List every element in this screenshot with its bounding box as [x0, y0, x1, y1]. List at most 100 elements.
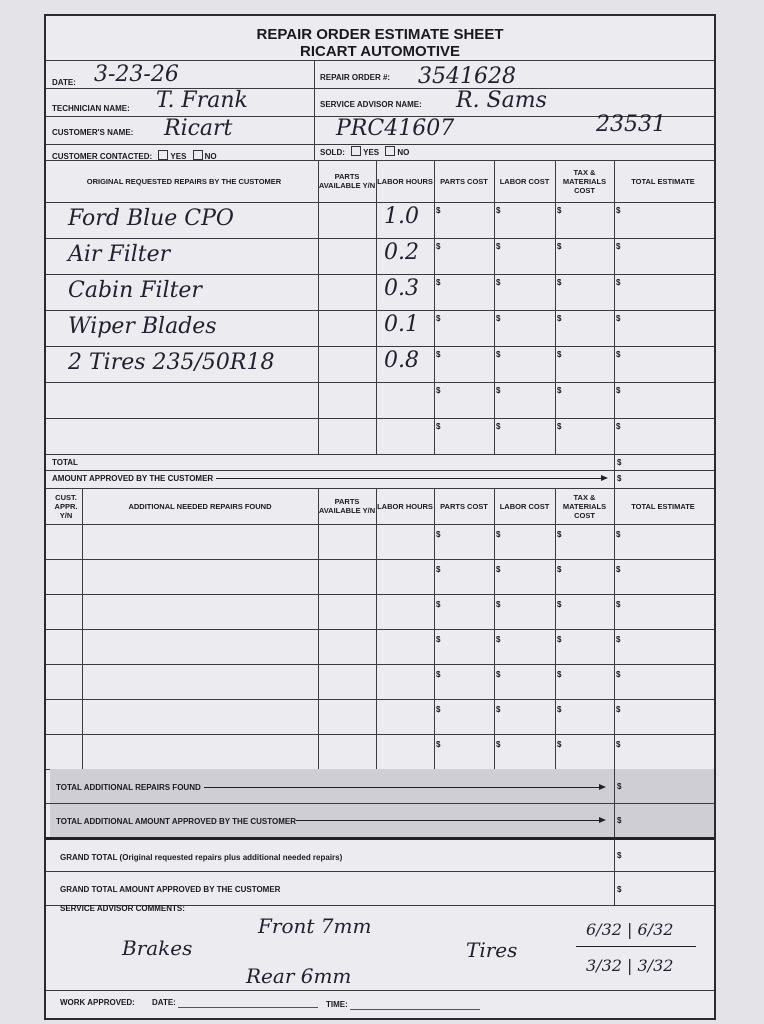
- currency-sign: $: [616, 314, 621, 323]
- additional-header-1: ADDITIONAL NEEDED REPAIRS FOUND: [128, 501, 272, 511]
- currency-sign: $: [436, 670, 441, 679]
- sold: SOLD: YES NO: [320, 146, 409, 157]
- additional-header-5: LABOR COST: [499, 501, 550, 511]
- additional-header-6: TAX & MATERIALS COST: [562, 492, 607, 520]
- date-line[interactable]: [178, 1007, 318, 1008]
- comment-front: Front 7mm: [258, 914, 372, 938]
- yes-label: YES: [363, 148, 380, 157]
- form-title: REPAIR ORDER ESTIMATE SHEET: [256, 26, 504, 43]
- customer-contacted-label: CUSTOMER CONTACTED:: [52, 152, 153, 161]
- original-header-4: LABOR COST: [499, 176, 550, 186]
- sold-no-checkbox[interactable]: [385, 146, 396, 156]
- currency-sign: $: [557, 565, 562, 574]
- technician-label: TECHNICIAN NAME:: [52, 104, 130, 113]
- currency-sign: $: [496, 530, 501, 539]
- table-row: [46, 664, 714, 665]
- additional-header-0: CUST. APPR. Y/N: [54, 492, 78, 520]
- grand-approved-label: GRAND TOTAL AMOUNT APPROVED BY THE CUSTO…: [60, 885, 281, 894]
- currency-sign: $: [557, 530, 562, 539]
- currency-sign: $: [557, 422, 562, 431]
- currency-sign: $: [436, 705, 441, 714]
- original-header-6: TOTAL ESTIMATE: [631, 176, 695, 186]
- currency-sign: $: [616, 278, 621, 287]
- currency-sign: $: [496, 740, 501, 749]
- currency-sign: $: [436, 386, 441, 395]
- additional-header-4: PARTS COST: [440, 501, 488, 511]
- currency-sign: $: [557, 705, 562, 714]
- currency-sign: $: [616, 565, 621, 574]
- currency-sign: $: [557, 314, 562, 323]
- comments-label: SERVICE ADVISOR COMMENTS:: [60, 904, 185, 913]
- comment-tire-front: 6/32 | 6/32: [586, 920, 674, 939]
- original-header-2: LABOR HOURS: [377, 176, 433, 186]
- currency-sign: $: [617, 851, 622, 860]
- labor-hours-4: 0.8: [384, 348, 419, 373]
- grand-total-label: GRAND TOTAL (Original requested repairs …: [60, 853, 343, 862]
- arrow-icon: [216, 475, 608, 481]
- currency-sign: $: [436, 422, 441, 431]
- technician-value: T. Frank: [156, 88, 248, 113]
- contacted-no-checkbox[interactable]: [192, 150, 203, 160]
- currency-sign: $: [616, 635, 621, 644]
- currency-sign: $: [617, 782, 622, 791]
- currency-sign: $: [436, 242, 441, 251]
- original-repair-4: 2 Tires 235/50R18: [68, 350, 275, 375]
- time-line[interactable]: [350, 1009, 480, 1010]
- footer-time-label: TIME:: [326, 1000, 348, 1009]
- currency-sign: $: [616, 740, 621, 749]
- arrow-icon: [296, 817, 606, 823]
- currency-sign: $: [436, 314, 441, 323]
- comment-tire-rear: 3/32 | 3/32: [586, 956, 674, 975]
- no-label: NO: [204, 152, 217, 161]
- original-repair-1: Air Filter: [68, 242, 171, 267]
- currency-sign: $: [496, 422, 501, 431]
- additional-header-3: LABOR HOURS: [377, 501, 433, 511]
- date-value: 3-23-26: [94, 62, 179, 87]
- labor-hours-2: 0.3: [384, 276, 419, 301]
- currency-sign: $: [496, 600, 501, 609]
- currency-sign: $: [496, 350, 501, 359]
- original-header-1: PARTS AVAILABLE Y/N: [318, 172, 376, 190]
- currency-sign: $: [557, 670, 562, 679]
- currency-sign: $: [617, 816, 622, 825]
- customer-label: CUSTOMER'S NAME:: [52, 128, 134, 137]
- sold-yes-checkbox[interactable]: [351, 146, 362, 156]
- company-name: RICART AUTOMOTIVE: [300, 43, 460, 60]
- currency-sign: $: [616, 242, 621, 251]
- additional-header-7: TOTAL ESTIMATE: [631, 501, 695, 511]
- currency-sign: $: [496, 206, 501, 215]
- currency-sign: $: [557, 386, 562, 395]
- labor-hours-0: 1.0: [384, 204, 419, 229]
- currency-sign: $: [496, 386, 501, 395]
- currency-sign: $: [616, 422, 621, 431]
- tire-divider: [576, 946, 696, 947]
- work-approved-label: WORK APPROVED:: [60, 998, 135, 1007]
- contacted-yes-checkbox[interactable]: [158, 150, 169, 160]
- currency-sign: $: [557, 278, 562, 287]
- number-value: 23531: [596, 112, 666, 137]
- date-label: DATE:: [52, 78, 76, 87]
- currency-sign: $: [436, 600, 441, 609]
- table-row: [46, 734, 714, 735]
- currency-sign: $: [616, 206, 621, 215]
- currency-sign: $: [436, 530, 441, 539]
- currency-sign: $: [436, 740, 441, 749]
- vehicle-id-value: PRC41607: [336, 116, 455, 141]
- labor-hours-1: 0.2: [384, 240, 419, 265]
- customer-value: Ricart: [164, 116, 233, 141]
- currency-sign: $: [436, 565, 441, 574]
- table-row: [46, 559, 714, 560]
- no-label: NO: [397, 148, 410, 157]
- comment-rear: Rear 6mm: [246, 964, 352, 988]
- table-row: [46, 699, 714, 700]
- currency-sign: $: [496, 242, 501, 251]
- repair-order-form: REPAIR ORDER ESTIMATE SHEET RICART AUTOM…: [44, 14, 716, 1020]
- original-header-3: PARTS COST: [440, 176, 488, 186]
- original-repair-0: Ford Blue CPO: [68, 206, 234, 231]
- currency-sign: $: [557, 350, 562, 359]
- total-additional-approved-label: TOTAL ADDITIONAL AMOUNT APPROVED BY THE …: [56, 817, 297, 826]
- service-advisor-label: SERVICE ADVISOR NAME:: [320, 100, 422, 109]
- additional-header-2: PARTS AVAILABLE Y/N: [318, 497, 376, 515]
- currency-sign: $: [496, 670, 501, 679]
- currency-sign: $: [496, 314, 501, 323]
